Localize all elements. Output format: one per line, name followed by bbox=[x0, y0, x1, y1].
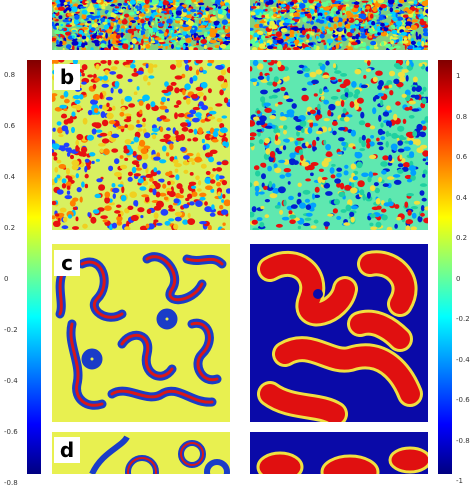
colorbar-tick: 0.2 bbox=[456, 234, 468, 242]
colorbar-tick: 0 bbox=[4, 275, 9, 283]
colorbar-tick: 0.8 bbox=[456, 112, 468, 121]
colorbar-tick: -0.2 bbox=[456, 315, 470, 323]
colorbar-tick: -0.8 bbox=[456, 436, 470, 445]
colorbar-tick: 0.4 bbox=[456, 193, 468, 202]
colorbar-tick: 0.6 bbox=[4, 122, 16, 130]
colorbar-tick: -0.4 bbox=[456, 355, 470, 364]
left-colorbar bbox=[27, 60, 41, 474]
colorbar-tick: 1 bbox=[456, 72, 461, 80]
panel-label-c: c bbox=[54, 250, 80, 276]
colorbar-tick: 0.8 bbox=[4, 71, 16, 79]
panel-label-b: b bbox=[54, 64, 80, 90]
panel-d-left bbox=[52, 432, 230, 474]
panel-d-right bbox=[250, 432, 428, 474]
colorbar-tick: 0.4 bbox=[4, 173, 16, 181]
panel-label-d: d bbox=[54, 437, 80, 463]
colorbar-tick: -0.4 bbox=[4, 377, 18, 385]
panel-b-right bbox=[250, 60, 428, 230]
colorbar-tick: -0.6 bbox=[456, 396, 470, 404]
panel-c-right bbox=[250, 244, 428, 422]
colorbar-tick: -0.2 bbox=[4, 326, 18, 334]
colorbar-tick: -1 bbox=[456, 477, 463, 485]
colorbar-tick: 0.6 bbox=[456, 153, 468, 161]
colorbar-tick: 0.2 bbox=[4, 224, 16, 232]
colorbar-tick: 0 bbox=[456, 274, 461, 283]
colorbar-tick: -0.6 bbox=[4, 428, 18, 436]
colorbar-tick: -0.8 bbox=[4, 479, 18, 487]
right-colorbar bbox=[438, 60, 452, 474]
panel-a-right bbox=[250, 0, 428, 50]
panel-c-left bbox=[52, 244, 230, 422]
panel-a-left bbox=[52, 0, 230, 50]
